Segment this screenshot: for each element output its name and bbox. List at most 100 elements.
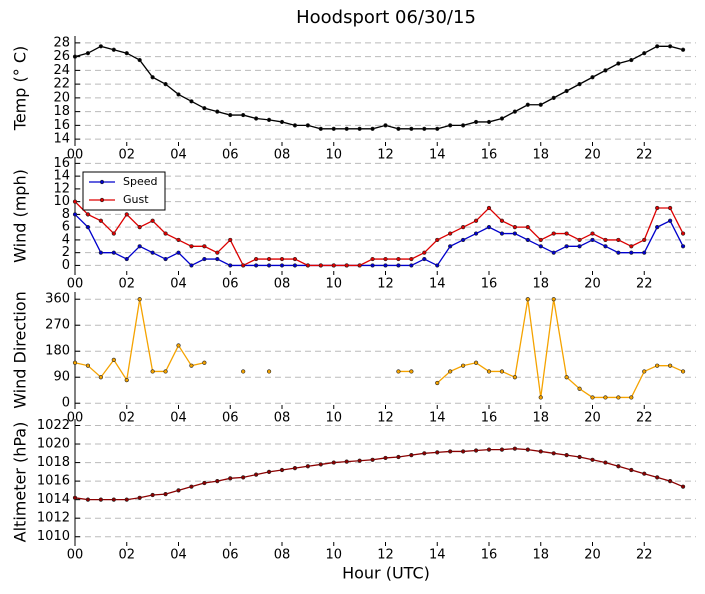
point: [396, 263, 401, 268]
point: [461, 225, 466, 230]
point: [680, 244, 686, 249]
legend-box: [82, 171, 166, 211]
point: [616, 237, 621, 243]
point: [629, 250, 634, 255]
point: [344, 263, 349, 268]
y-tick-label: 16: [53, 118, 70, 133]
point: [603, 68, 608, 73]
point: [499, 231, 505, 236]
point: [241, 475, 246, 480]
y-tick-label: 22: [53, 77, 70, 92]
point: [137, 297, 142, 302]
point: [176, 343, 181, 348]
series-line: [74, 448, 684, 501]
point: [176, 92, 181, 97]
point: [215, 250, 220, 255]
point: [370, 263, 375, 268]
y-tick-label: 1020: [37, 437, 70, 452]
point: [202, 244, 207, 249]
point: [163, 231, 168, 236]
point: [344, 459, 349, 464]
x-tick-label: 20: [584, 411, 601, 426]
point: [176, 250, 181, 255]
point: [331, 126, 336, 131]
point: [525, 237, 530, 243]
x-tick-label: 20: [584, 548, 601, 563]
point: [383, 455, 388, 461]
point: [150, 369, 155, 374]
point: [137, 244, 142, 249]
x-tick-label: 04: [170, 277, 187, 292]
point: [668, 44, 673, 49]
point: [642, 237, 647, 243]
point: [189, 363, 194, 368]
point: [551, 250, 556, 255]
point: [318, 126, 323, 131]
point: [512, 225, 517, 230]
point: [305, 464, 310, 469]
point: [241, 263, 246, 268]
x-tick-label: 06: [222, 148, 239, 163]
point: [409, 256, 414, 262]
x-tick-label: 14: [429, 277, 446, 292]
point: [396, 369, 401, 374]
point: [680, 369, 686, 374]
point: [448, 231, 453, 236]
point: [228, 263, 233, 268]
point: [435, 237, 440, 243]
point: [409, 453, 414, 458]
point: [422, 451, 427, 456]
point: [668, 205, 673, 211]
y-tick-label: 6: [62, 220, 70, 235]
point: [111, 357, 116, 362]
x-tick-label: 12: [377, 411, 394, 426]
point: [616, 61, 621, 66]
point: [655, 205, 660, 211]
point: [241, 369, 246, 374]
point: [72, 212, 78, 217]
point: [590, 457, 595, 462]
point: [72, 199, 78, 204]
point: [163, 491, 168, 497]
y-tick-label: 28: [53, 35, 70, 50]
x-tick-label: 02: [118, 148, 135, 163]
point: [124, 51, 129, 56]
x-tick-label: 16: [481, 277, 498, 292]
point: [448, 449, 453, 454]
series-line: [74, 45, 684, 130]
y-tick-label: 8: [62, 207, 70, 222]
x-tick-label: 04: [170, 148, 187, 163]
point: [473, 218, 479, 223]
point: [383, 256, 388, 262]
point: [124, 497, 129, 502]
point: [202, 106, 207, 111]
point: [85, 51, 91, 56]
point: [215, 479, 220, 484]
point: [163, 369, 168, 374]
point: [85, 497, 91, 502]
point: [435, 450, 440, 455]
x-tick-label: 00: [67, 548, 84, 563]
y-tick-label: 1012: [37, 511, 70, 526]
point: [279, 256, 285, 262]
x-tick-label: 20: [584, 148, 601, 163]
y-axis-label: Wind Direction: [11, 291, 30, 409]
point: [202, 480, 207, 486]
point: [396, 454, 401, 460]
point: [668, 479, 673, 484]
point: [98, 375, 103, 380]
point: [383, 123, 388, 128]
point: [331, 263, 336, 268]
point: [85, 212, 91, 217]
point: [254, 116, 259, 121]
legend-marker: [99, 179, 105, 185]
point: [461, 363, 466, 368]
point: [292, 466, 298, 471]
point: [590, 75, 595, 80]
point: [668, 218, 673, 223]
point: [357, 458, 362, 463]
point: [551, 297, 556, 302]
point: [655, 225, 660, 230]
point: [189, 263, 194, 268]
point: [512, 446, 517, 451]
